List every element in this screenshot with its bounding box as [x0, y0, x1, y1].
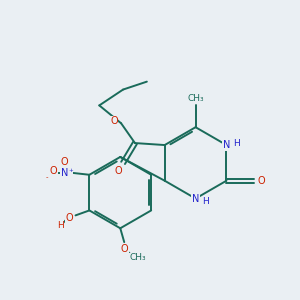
- Text: -: -: [46, 174, 48, 180]
- Text: O: O: [66, 213, 74, 224]
- Text: CH₃: CH₃: [187, 94, 204, 103]
- Text: O: O: [120, 244, 128, 254]
- Text: +: +: [68, 168, 73, 173]
- Text: O: O: [50, 166, 58, 176]
- Text: N: N: [223, 140, 230, 150]
- Text: N: N: [61, 168, 68, 178]
- Text: O: O: [257, 176, 265, 186]
- Text: CH₃: CH₃: [130, 254, 146, 262]
- Text: N: N: [192, 194, 199, 203]
- Text: H: H: [57, 221, 64, 230]
- Text: O: O: [61, 157, 68, 167]
- Text: H: H: [233, 139, 240, 148]
- Text: O: O: [110, 116, 118, 126]
- Text: O: O: [114, 166, 122, 176]
- Text: H: H: [202, 197, 209, 206]
